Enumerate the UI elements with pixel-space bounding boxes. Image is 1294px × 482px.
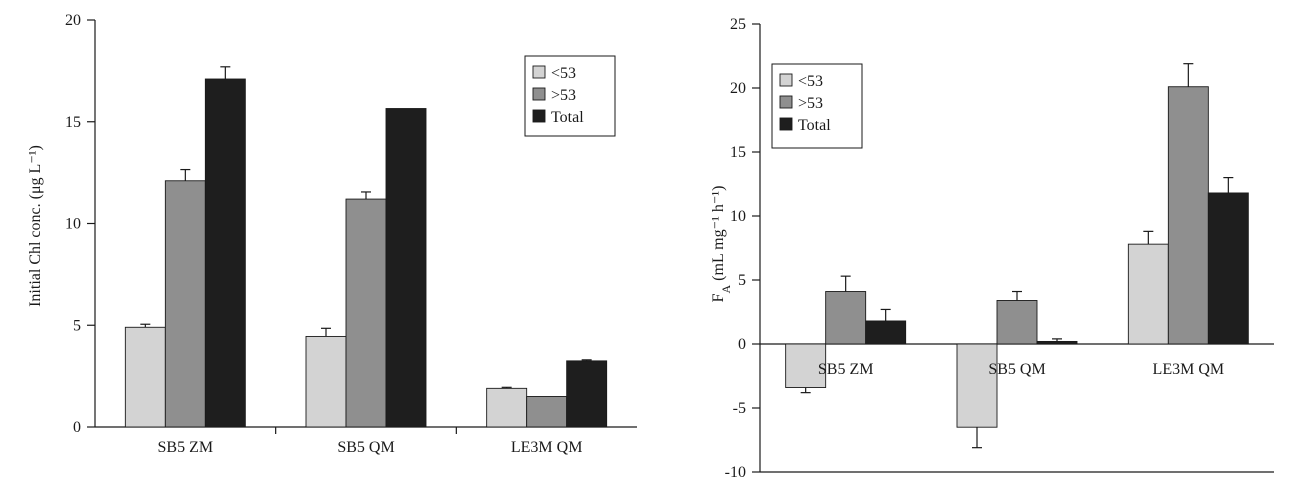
category-label: SB5 QM xyxy=(988,361,1045,378)
y-axis-label-main: F xyxy=(710,293,727,302)
y-tick-label: 15 xyxy=(730,144,746,161)
bar xyxy=(486,387,528,428)
legend-swatch-lt53 xyxy=(532,65,546,79)
category-label: SB5 QM xyxy=(337,439,394,456)
legend-label: >53 xyxy=(798,95,823,112)
y-tick-label: 5 xyxy=(73,317,81,334)
bar xyxy=(1207,192,1249,345)
legend-swatch-lt53 xyxy=(779,73,793,87)
y-tick-label: 25 xyxy=(730,16,746,33)
bar xyxy=(526,396,568,428)
legend-swatch-gt53 xyxy=(532,87,546,101)
y-tick-label: 20 xyxy=(730,80,746,97)
bar xyxy=(305,335,347,428)
bar xyxy=(825,291,867,345)
chart-clearance-rate: FA (mL mg⁻¹ h⁻¹) -10 -5 0 5 10 15 20 25 SB5 ZM SB… xyxy=(710,16,1274,481)
legend-label: >53 xyxy=(551,87,576,104)
bar xyxy=(124,326,166,428)
y-tick-label: 10 xyxy=(730,208,746,225)
category-label: LE3M QM xyxy=(1153,361,1225,378)
legend-label: Total xyxy=(798,117,831,134)
legend-swatch-total xyxy=(532,109,546,123)
category-label: LE3M QM xyxy=(511,439,583,456)
bar xyxy=(1167,86,1209,345)
legend-swatch-gt53 xyxy=(779,95,793,109)
chart-initial-chl-conc: Initial Chl conc. (μg L⁻¹) 0 5 10 15 20 SB5 Z… xyxy=(27,12,637,456)
bar xyxy=(204,78,246,428)
y-tick-label: 0 xyxy=(738,336,746,353)
y-axis-label-units: (mL mg⁻¹ h⁻¹) xyxy=(710,186,727,285)
legend-label: Total xyxy=(551,109,584,126)
legend-label: <53 xyxy=(551,65,576,82)
y-tick-label: -10 xyxy=(725,464,746,481)
y-tick-label: 10 xyxy=(65,216,81,233)
bar xyxy=(785,343,827,388)
y-tick-label: 5 xyxy=(738,272,746,289)
bar xyxy=(1127,243,1169,345)
category-label: SB5 ZM xyxy=(818,361,874,378)
bar xyxy=(996,300,1038,345)
y-tick-label: -5 xyxy=(733,400,746,417)
y-tick-label: 0 xyxy=(73,419,81,436)
legend-label: <53 xyxy=(798,73,823,90)
legend-swatch-total xyxy=(779,117,793,131)
bar xyxy=(164,180,206,428)
y-axis-label: FA (mL mg⁻¹ h⁻¹) xyxy=(710,186,733,303)
bar xyxy=(1036,340,1078,345)
y-tick-label: 15 xyxy=(65,114,81,131)
y-tick-label: 20 xyxy=(65,12,81,29)
category-label: SB5 ZM xyxy=(158,439,214,456)
bar xyxy=(566,360,608,428)
bar xyxy=(865,320,907,345)
bar xyxy=(345,198,387,428)
bar xyxy=(956,343,998,428)
y-axis-label-subscript: A xyxy=(719,284,733,293)
y-axis-label: Initial Chl conc. (μg L⁻¹) xyxy=(27,145,44,307)
bar xyxy=(385,108,427,428)
